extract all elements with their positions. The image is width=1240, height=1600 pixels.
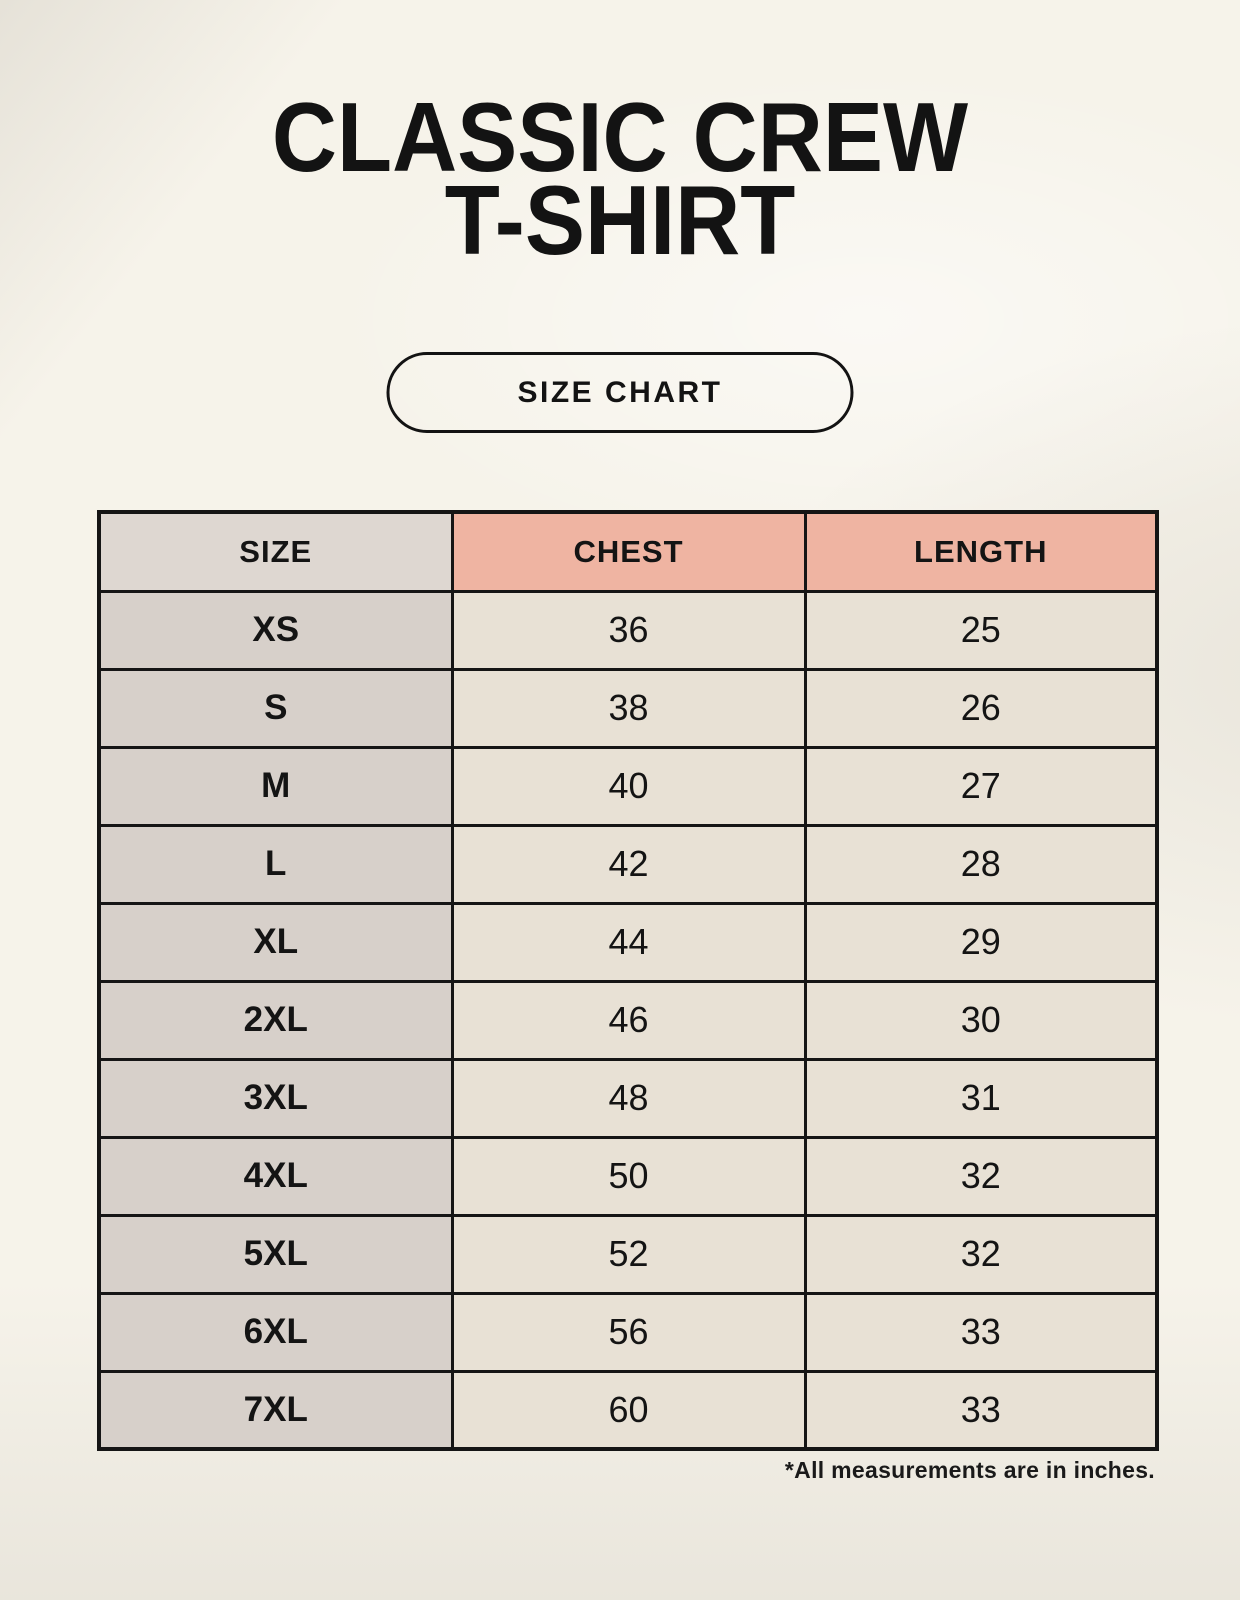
chest-cell: 36 — [450, 589, 807, 671]
table-row: 4XL 50 32 — [97, 1135, 1159, 1217]
size-cell: 6XL — [97, 1291, 454, 1373]
length-cell: 26 — [803, 667, 1159, 749]
table-row: XL 44 29 — [97, 901, 1159, 983]
size-chart-table: SIZE CHEST LENGTH XS 36 25 S 38 26 — [97, 510, 1159, 1451]
table-row: XS 36 25 — [97, 589, 1159, 671]
table-row: 6XL 56 33 — [97, 1291, 1159, 1373]
length-cell: 32 — [803, 1213, 1159, 1295]
size-cell: L — [97, 823, 454, 905]
length-cell: 30 — [803, 979, 1159, 1061]
table-row: 5XL 52 32 — [97, 1213, 1159, 1295]
chest-cell: 56 — [450, 1291, 807, 1373]
chest-cell: 52 — [450, 1213, 807, 1295]
chest-cell: 50 — [450, 1135, 807, 1217]
size-chart-badge[interactable]: SIZE CHART — [386, 352, 854, 433]
length-cell: 31 — [803, 1057, 1159, 1139]
chest-cell: 42 — [450, 823, 807, 905]
length-cell: 27 — [803, 745, 1159, 827]
length-cell: 28 — [803, 823, 1159, 905]
table-row: 7XL 60 33 — [97, 1369, 1159, 1451]
table-row: L 42 28 — [97, 823, 1159, 905]
length-cell: 33 — [803, 1369, 1159, 1451]
size-cell: XL — [97, 901, 454, 983]
table-row: S 38 26 — [97, 667, 1159, 749]
size-chart-table-container: SIZE CHEST LENGTH XS 36 25 S 38 26 — [97, 510, 1159, 1451]
length-cell: 32 — [803, 1135, 1159, 1217]
size-cell: S — [97, 667, 454, 749]
length-cell: 33 — [803, 1291, 1159, 1373]
length-cell: 29 — [803, 901, 1159, 983]
page-title: CLASSIC CREW T-SHIRT — [50, 88, 1191, 269]
chest-cell: 40 — [450, 745, 807, 827]
size-cell: XS — [97, 589, 454, 671]
size-cell: 4XL — [97, 1135, 454, 1217]
chest-cell: 60 — [450, 1369, 807, 1451]
page-title-line1: CLASSIC CREW — [271, 82, 969, 192]
table-row: 2XL 46 30 — [97, 979, 1159, 1061]
size-cell: 7XL — [97, 1369, 454, 1451]
chest-cell: 38 — [450, 667, 807, 749]
header-cell-length: LENGTH — [803, 510, 1159, 593]
chest-cell: 48 — [450, 1057, 807, 1139]
header-cell-chest: CHEST — [450, 510, 807, 593]
page-title-line2: T-SHIRT — [444, 165, 796, 276]
table-row: M 40 27 — [97, 745, 1159, 827]
measurements-footnote: *All measurements are in inches. — [784, 1457, 1155, 1483]
chest-cell: 44 — [450, 901, 807, 983]
size-cell: 2XL — [97, 979, 454, 1061]
header-cell-size: SIZE — [97, 510, 454, 593]
size-chart-badge-label: SIZE CHART — [517, 375, 723, 409]
table-header-row: SIZE CHEST LENGTH — [97, 510, 1159, 593]
size-cell: 3XL — [97, 1057, 454, 1139]
size-cell: M — [97, 745, 454, 827]
chest-cell: 46 — [450, 979, 807, 1061]
table-row: 3XL 48 31 — [97, 1057, 1159, 1139]
size-cell: 5XL — [97, 1213, 454, 1295]
length-cell: 25 — [803, 589, 1159, 671]
